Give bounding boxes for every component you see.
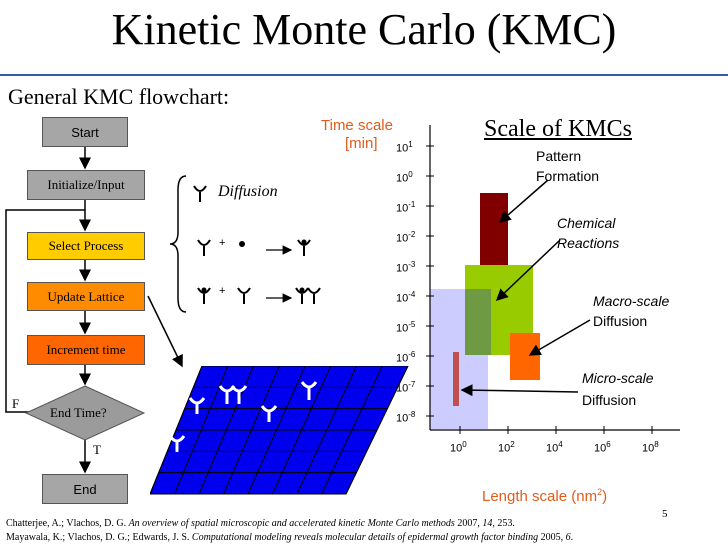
pattern-label-2: Formation	[536, 168, 600, 184]
pattern-label-1: Pattern	[536, 148, 582, 164]
page-title: Kinetic Monte Carlo (KMC)	[111, 5, 617, 54]
diffusion-label: Diffusion	[218, 183, 278, 200]
micro-label-1: Micro-scale	[582, 370, 654, 386]
y-tick-label: 101	[396, 140, 413, 155]
micro-diffusion-bar	[453, 352, 459, 406]
citation-1: Chatterjee, A.; Vlachos, D. G. An overvi…	[6, 518, 515, 529]
citation-2: Mayawala, K.; Vlachos, D. G.; Edwards, J…	[6, 532, 574, 543]
flowchart-heading: General KMC flowchart:	[8, 84, 230, 109]
update-lattice-label: Update Lattice	[47, 288, 125, 304]
x-tick-label: 104	[546, 440, 563, 455]
y-tick-label: 10-5	[396, 320, 416, 335]
plus-sign-2: +	[219, 285, 226, 297]
process-icons	[193, 185, 321, 304]
title-divider	[0, 74, 728, 76]
x-axis-label: Length scale (nm2)	[482, 487, 608, 505]
increment-time-box: Increment time	[27, 335, 145, 365]
chemical-arrow	[495, 239, 561, 302]
false-label: F	[12, 396, 20, 411]
loop-back-line	[5, 209, 85, 413]
y-tick-label: 10-8	[396, 410, 416, 425]
overlap-region	[465, 289, 491, 355]
receptor-icon	[197, 239, 211, 256]
brace	[169, 175, 187, 313]
y-tick-label: 10-7	[396, 380, 416, 395]
y-tick-label: 10-3	[396, 260, 416, 275]
macro-arrow	[528, 319, 591, 356]
ligand-dot-icon	[239, 241, 245, 247]
pattern-arrow	[498, 179, 549, 223]
initialize-box: Initialize/Input	[27, 170, 145, 200]
macro-label-2: Diffusion	[593, 313, 648, 329]
lattice-pointer-arrow	[147, 295, 183, 368]
macro-label-1: Macro-scale	[593, 293, 670, 309]
x-tick-label: 108	[642, 440, 659, 455]
lattice-molecules	[168, 381, 318, 452]
dimer-receptor-icon	[295, 287, 321, 304]
diffusion-molecule-icon	[193, 185, 207, 202]
increment-time-label: Increment time	[46, 342, 126, 357]
bound-receptor-icon	[197, 287, 211, 304]
macro-diffusion-bar	[510, 333, 540, 380]
micro-label-2: Diffusion	[582, 392, 637, 408]
y-tick-label: 10-2	[396, 230, 416, 245]
x-tick-label: 100	[450, 440, 467, 455]
end-box: End	[42, 474, 128, 504]
update-lattice-box: Update Lattice	[27, 282, 145, 311]
x-tick-label: 106	[594, 440, 611, 455]
scale-chart-title: Scale of KMCs	[484, 116, 632, 142]
select-process-box: Select Process	[27, 232, 145, 260]
start-label: Start	[71, 124, 99, 140]
y-tick-label: 10-1	[396, 200, 416, 215]
true-label: T	[93, 442, 101, 457]
initialize-label: Initialize/Input	[47, 177, 125, 192]
y-tick-label: 100	[396, 170, 413, 185]
y-axis-label-line1: Time scale	[321, 117, 393, 134]
y-tick-label: 10-4	[396, 290, 416, 305]
y-tick-label: 10-6	[396, 350, 416, 365]
bound-receptor-icon	[297, 239, 311, 256]
end-label: End	[73, 481, 97, 497]
y-axis-label-line2: [min]	[345, 135, 378, 152]
receptor-icon	[237, 287, 251, 304]
end-time-diamond	[24, 385, 146, 441]
lattice-grid	[150, 366, 409, 495]
x-tick-label: 102	[498, 440, 515, 455]
micro-arrow	[460, 384, 579, 397]
page-number: 5	[662, 508, 668, 520]
chemical-label-2: Reactions	[557, 235, 620, 251]
start-box: Start	[42, 117, 128, 147]
end-time-label: End Time?	[50, 405, 107, 420]
select-process-label: Select Process	[48, 238, 124, 253]
plus-sign-1: +	[219, 237, 226, 249]
chemical-label-1: Chemical	[557, 215, 616, 231]
